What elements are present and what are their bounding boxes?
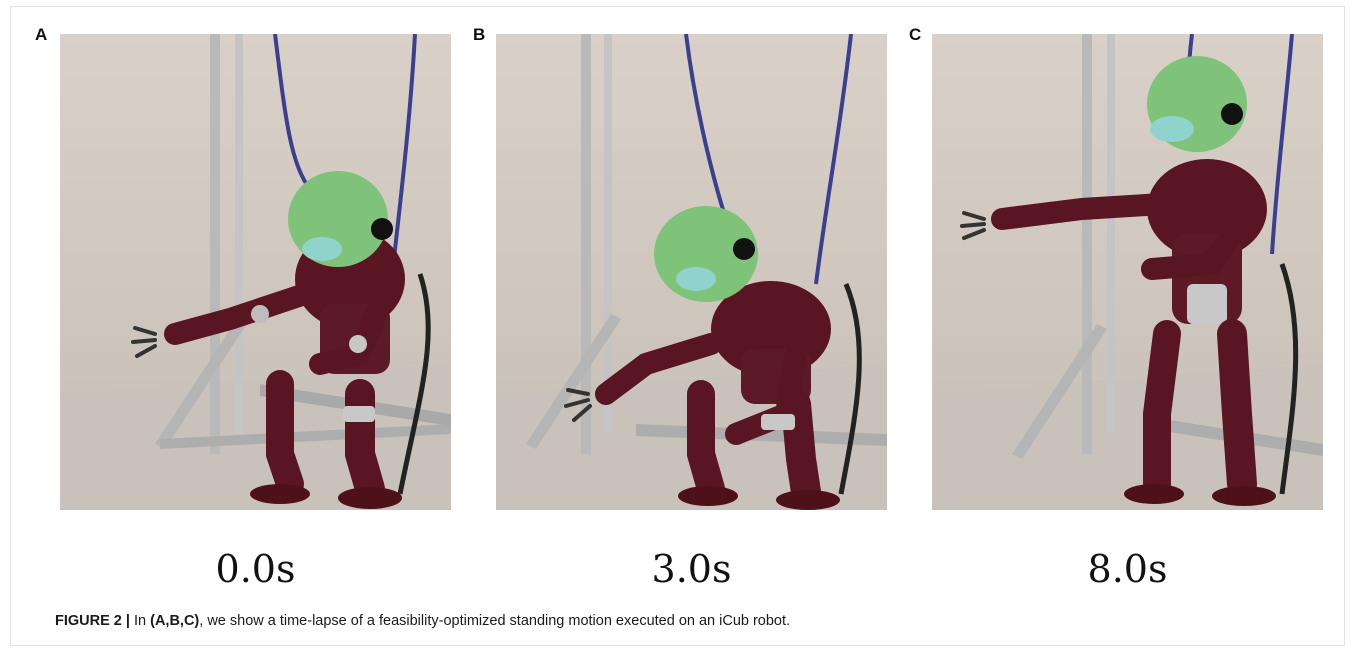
caption-text-post: , we show a time-lapse of a feasibility-…: [199, 613, 791, 629]
photo-panel-a: [60, 34, 451, 510]
robot-rising-illustration: [496, 34, 887, 510]
time-label-a: 0.0s: [215, 547, 296, 591]
caption-figure-label: FIGURE 2 |: [55, 613, 130, 629]
figure-caption: FIGURE 2 | In (A,B,C), we show a time-la…: [55, 613, 1324, 629]
panel-letter-a: A: [35, 25, 48, 44]
time-label-b: 3.0s: [651, 547, 732, 591]
photo-panel-c: [932, 34, 1323, 510]
caption-text-pre: In: [129, 613, 151, 629]
robot-standing-illustration: [932, 34, 1323, 510]
panel-letter-b: B: [473, 25, 486, 44]
robot-sitting-illustration: [60, 34, 451, 510]
figure-2: A: [10, 6, 1345, 646]
time-label-c: 8.0s: [1087, 547, 1168, 591]
photo-panel-b: [496, 34, 887, 510]
panel-letter-c: C: [909, 25, 922, 44]
caption-panel-refs: (A,B,C): [150, 613, 200, 629]
